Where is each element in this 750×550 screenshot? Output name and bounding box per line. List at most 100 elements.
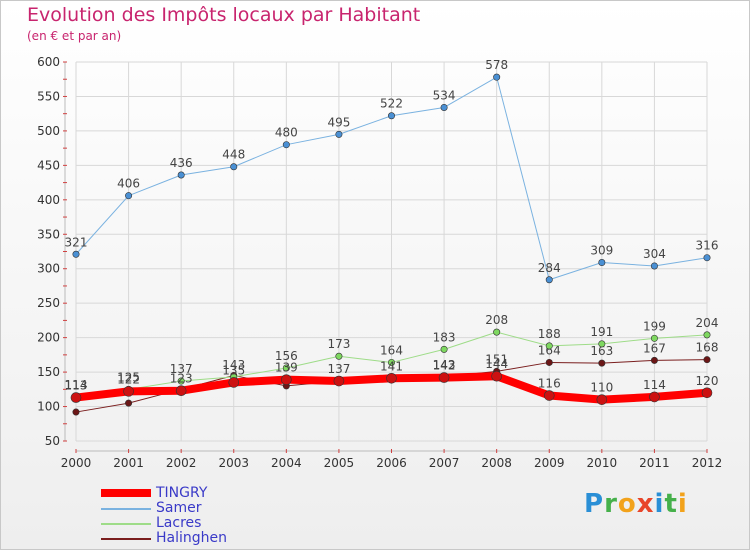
legend-item-halinghen[interactable]: Halinghen [101, 530, 301, 546]
data-point-samer [177, 171, 185, 179]
data-label-halinghen: 143 [433, 358, 456, 372]
data-point-samer [230, 163, 238, 171]
data-label-halinghen: 151 [485, 352, 508, 366]
data-label-tingry: 141 [380, 359, 403, 373]
y-tick-label: 600 [37, 55, 60, 69]
data-label-lacres: 173 [327, 337, 350, 351]
data-label-lacres: 156 [275, 349, 298, 363]
data-label-tingry: 122 [117, 372, 140, 386]
data-label-samer: 284 [538, 261, 561, 275]
data-point-halinghen [650, 356, 658, 364]
data-label-tingry: 139 [275, 361, 298, 375]
proxiti-logo: Proxiti [584, 489, 688, 519]
x-tick-label: 2008 [481, 456, 512, 470]
x-tick-label: 2000 [61, 456, 92, 470]
data-label-samer: 309 [590, 244, 613, 258]
data-point-tingry [491, 370, 502, 382]
data-label-halinghen: 164 [538, 343, 561, 357]
data-point-samer [335, 130, 343, 138]
y-tick-label: 500 [37, 124, 60, 138]
data-label-tingry: 123 [170, 372, 193, 386]
data-label-lacres: 183 [433, 330, 456, 344]
data-point-lacres [440, 345, 448, 353]
data-point-samer [598, 259, 606, 267]
data-label-halinghen: 168 [696, 341, 719, 355]
logo-letter: P [584, 489, 605, 519]
x-tick-label: 2003 [218, 456, 249, 470]
x-tick-label: 2010 [587, 456, 618, 470]
data-label-samer: 316 [696, 239, 719, 253]
logo-letter: t [664, 489, 678, 519]
y-tick-label: 50 [45, 434, 60, 448]
data-point-lacres [545, 342, 553, 350]
data-point-lacres [282, 364, 290, 372]
legend-swatch-samer [101, 508, 151, 510]
data-point-lacres [335, 352, 343, 360]
data-point-halinghen [545, 358, 553, 366]
data-point-samer [440, 103, 448, 111]
legend-label-samer: Samer [156, 500, 202, 516]
data-label-tingry: 135 [222, 363, 245, 377]
data-point-samer [493, 73, 501, 81]
data-point-tingry [228, 377, 240, 388]
data-point-halinghen [703, 356, 711, 364]
data-label-tingry: 142 [433, 359, 456, 373]
data-label-samer: 480 [275, 126, 298, 140]
data-point-halinghen [72, 408, 80, 416]
data-point-halinghen [125, 399, 133, 407]
data-point-tingry [438, 372, 450, 383]
legend-swatch-tingry [101, 489, 151, 497]
x-tick-label: 2001 [113, 456, 144, 470]
data-label-tingry: 137 [327, 362, 350, 376]
logo-letter: i [654, 489, 665, 519]
data-label-lacres: 125 [117, 370, 140, 384]
legend-item-samer[interactable]: Samer [101, 500, 301, 516]
data-point-lacres [493, 328, 501, 336]
data-point-tingry [596, 394, 608, 405]
legend-item-tingry[interactable]: TINGRY [101, 485, 301, 501]
data-point-tingry [175, 385, 187, 396]
data-point-tingry [281, 374, 292, 385]
y-tick-label: 550 [37, 89, 60, 103]
y-tick-label: 150 [37, 365, 60, 379]
data-point-tingry [333, 375, 345, 387]
series-samer: 321 406 436 448 480 495 522 534 578 284 309 304 316 [65, 58, 719, 284]
chart-subtitle: (en € et par an) [27, 29, 122, 43]
data-point-tingry [70, 392, 82, 403]
data-point-samer [282, 141, 290, 149]
x-tick-label: 2007 [429, 456, 460, 470]
data-point-tingry [649, 391, 660, 403]
data-label-tingry: 110 [590, 381, 613, 395]
y-tick-label: 200 [37, 331, 60, 345]
y-tick-label: 100 [37, 400, 60, 414]
logo-letter: x [636, 489, 655, 519]
logo-letter: o [617, 489, 637, 519]
data-point-samer [72, 250, 80, 258]
data-point-tingry [386, 372, 397, 384]
data-point-lacres [177, 377, 185, 385]
data-label-tingry: 113 [65, 379, 88, 393]
y-tick-label: 450 [37, 158, 60, 172]
data-label-lacres: 164 [380, 343, 403, 357]
data-label-samer: 522 [380, 97, 403, 111]
data-label-lacres: 188 [538, 327, 561, 341]
data-label-lacres: 114 [65, 378, 88, 392]
data-label-lacres: 191 [590, 325, 613, 339]
data-label-tingry: 114 [643, 378, 666, 392]
data-label-lacres: 204 [696, 316, 719, 330]
data-point-samer [650, 262, 658, 270]
data-label-tingry: 116 [538, 377, 561, 391]
y-tick-label: 400 [37, 193, 60, 207]
data-label-samer: 534 [433, 88, 456, 102]
data-point-lacres [650, 334, 658, 342]
data-point-tingry [123, 386, 134, 397]
data-label-tingry: 120 [696, 374, 719, 388]
x-tick-label: 2009 [534, 456, 565, 470]
data-point-samer [703, 254, 711, 262]
data-label-lacres: 137 [170, 362, 193, 376]
legend-label-tingry: TINGRY [156, 485, 208, 501]
legend-item-lacres[interactable]: Lacres [101, 515, 301, 531]
logo-letter: r [604, 489, 618, 519]
data-point-halinghen [598, 359, 606, 367]
